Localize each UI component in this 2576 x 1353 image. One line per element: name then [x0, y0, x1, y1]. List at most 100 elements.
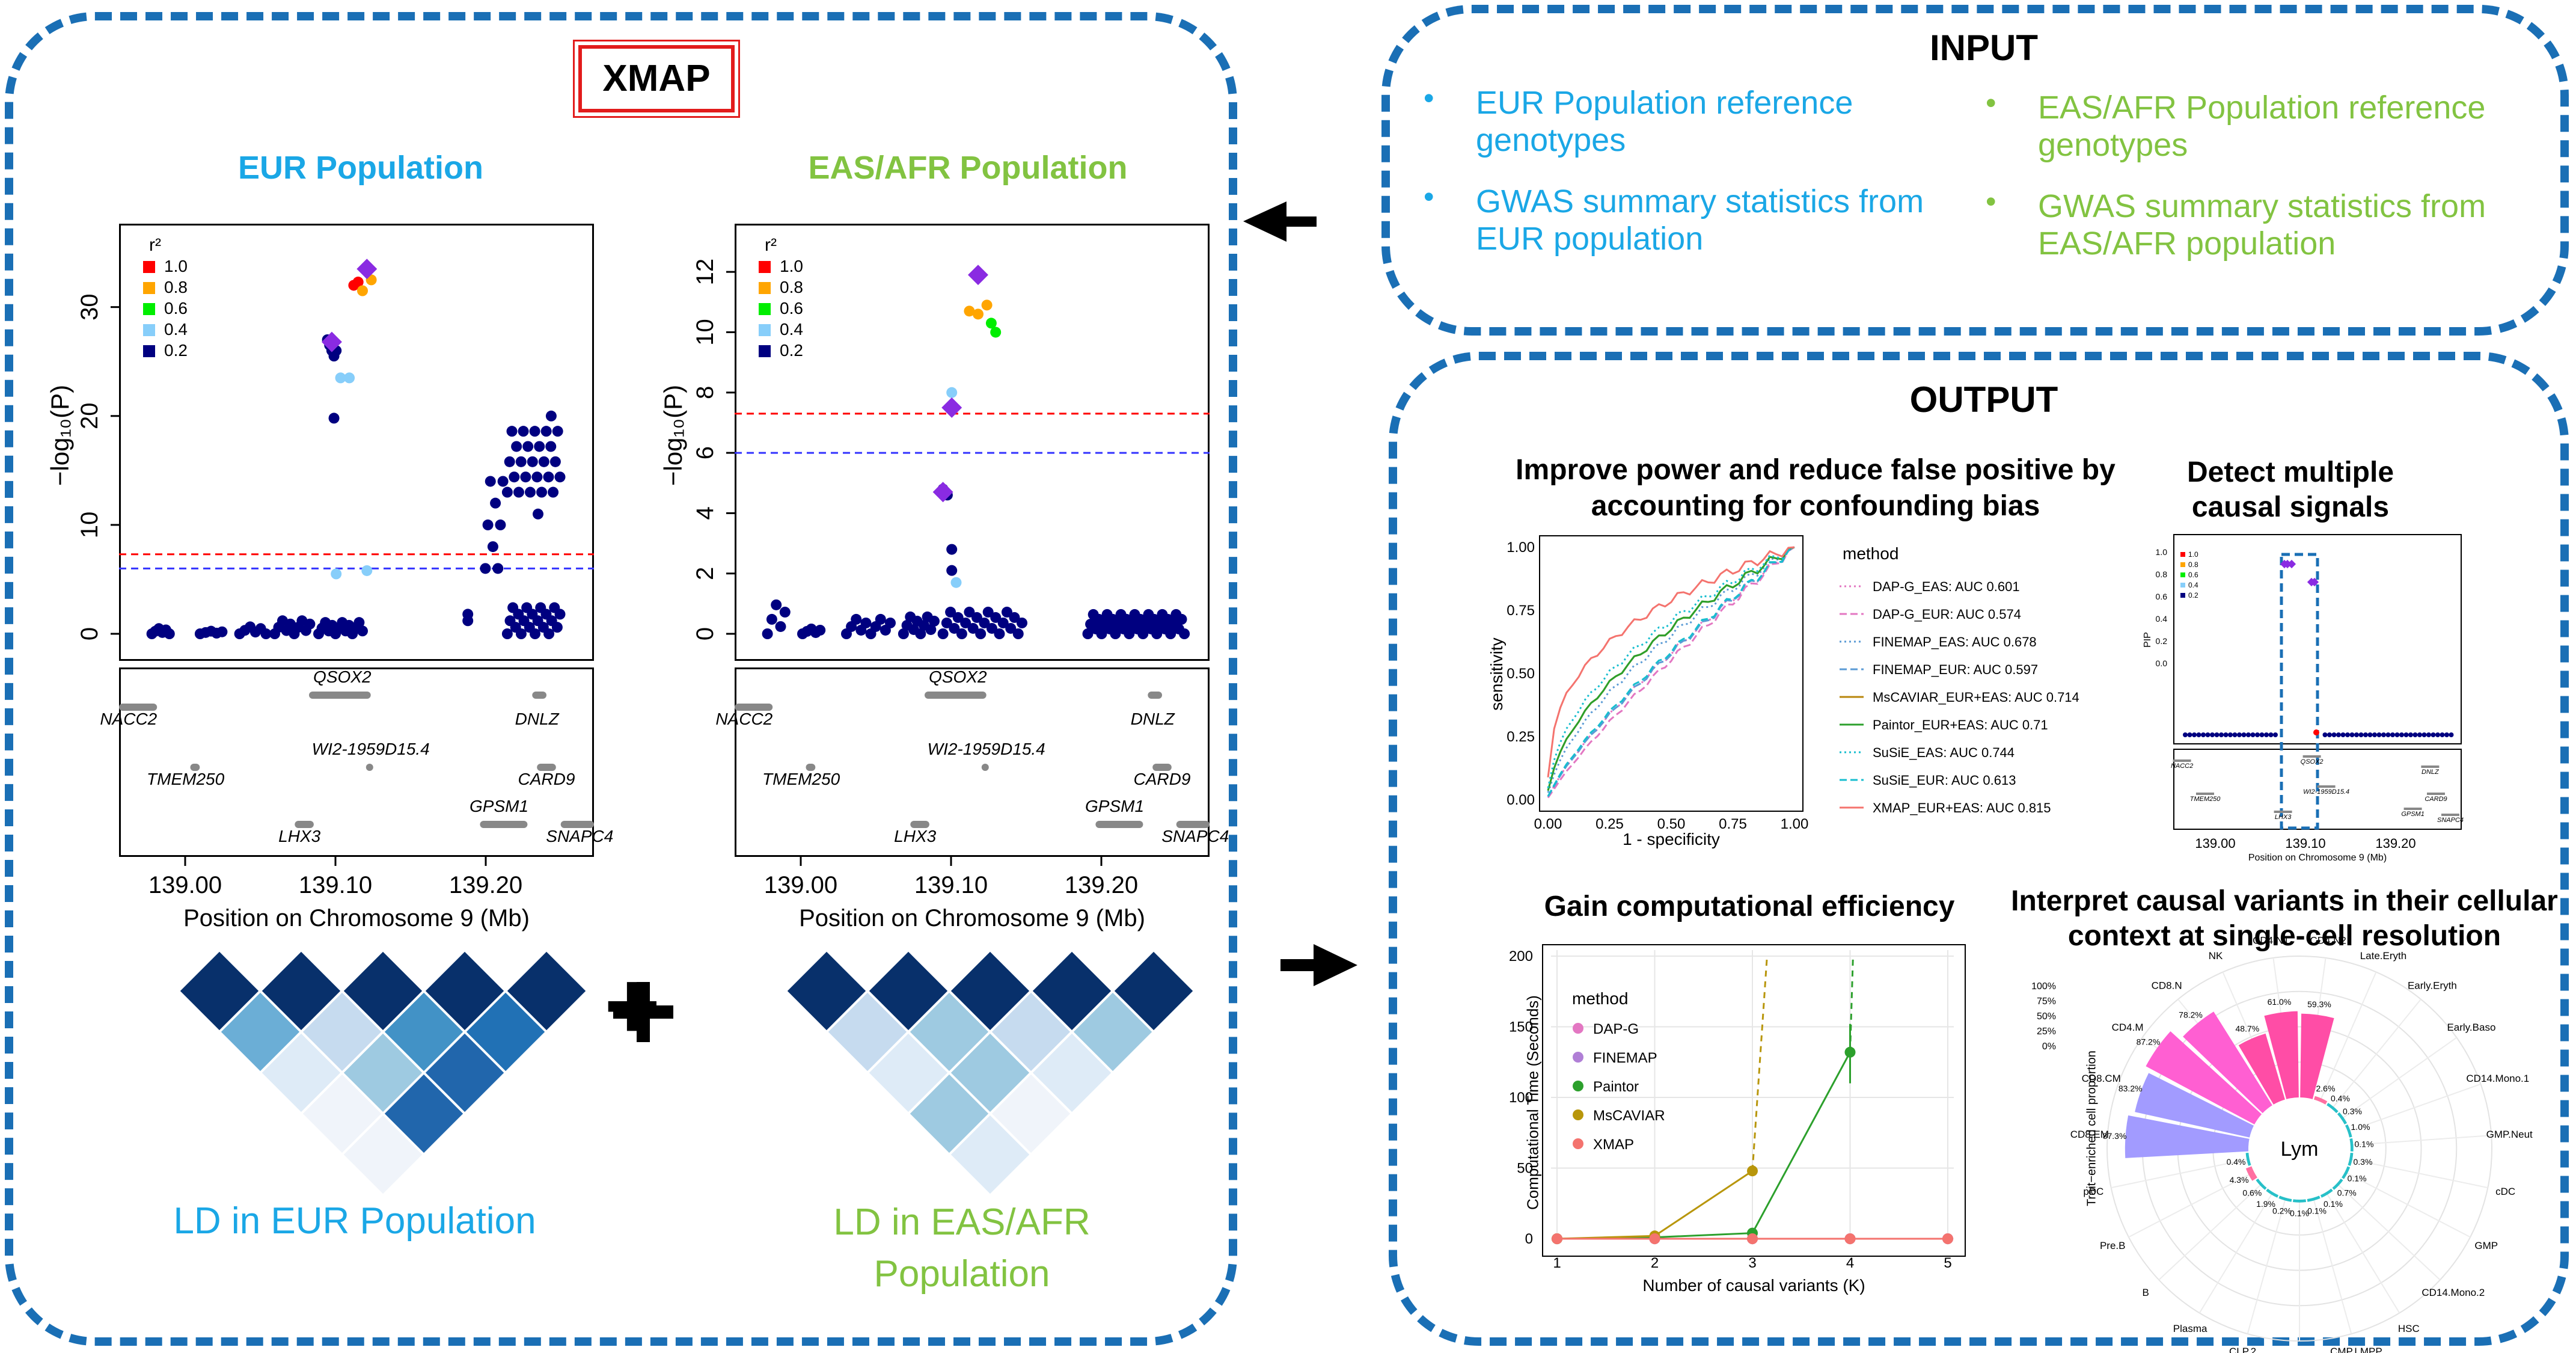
- cell-type-label: CD14.Mono.1: [2466, 1073, 2529, 1084]
- eas-ytick-label: 2: [692, 567, 718, 580]
- eur-gene-bar: [309, 692, 371, 699]
- cell-type-label: CMP.LMPP: [2330, 1346, 2382, 1353]
- roc-title: Improve power and reduce false positive …: [1516, 454, 2116, 522]
- signals-gene-label: SNAPC4: [2437, 817, 2464, 824]
- eur-snp-point: [504, 456, 515, 467]
- eas-snp-point: [946, 565, 958, 576]
- signals-point: [2201, 732, 2206, 737]
- time-legend-label: XMAP: [1593, 1137, 1634, 1153]
- input-panel: [1381, 5, 2569, 336]
- roc-legend-label: FINEMAP_EAS: AUC 0.678: [1873, 634, 2037, 649]
- input-right-item-1: • EAS/AFR Population reference genotypes: [1963, 86, 2552, 164]
- signals-legend-label: 0.4: [2188, 581, 2198, 589]
- eas-gene-bar: [735, 704, 773, 711]
- cell-type-label: Late.Eryth: [2360, 950, 2407, 962]
- signals-point: [2449, 732, 2454, 737]
- eur-snp-point: [527, 456, 538, 467]
- eas-snp-point: [1001, 606, 1012, 618]
- signals-point: [2440, 732, 2445, 737]
- eur-snp-point: [357, 625, 368, 637]
- cell-grid-spoke: [2319, 972, 2377, 1102]
- cell-value-label: 0.7%: [2337, 1188, 2357, 1198]
- signals-point: [2340, 732, 2346, 737]
- signals-point: [2381, 732, 2386, 737]
- eur-lead-snp: [356, 259, 378, 280]
- eur-snp-point: [524, 486, 536, 498]
- eur-legend-label: 0.8: [164, 278, 188, 296]
- roc-legend-label: XMAP_EUR+EAS: AUC 0.815: [1873, 800, 2051, 815]
- signals-ytick-label: 0.0: [2156, 658, 2168, 668]
- signals-point: [2426, 732, 2431, 737]
- eur-snp-point: [501, 486, 513, 498]
- eas-snp-point: [898, 628, 909, 639]
- signals-point: [2214, 732, 2220, 737]
- eur-snp-point: [515, 628, 527, 639]
- eur-snp-point: [357, 285, 368, 296]
- signals-point: [2250, 732, 2256, 737]
- eur-snp-point: [482, 519, 494, 530]
- eas-snp-point: [1017, 617, 1027, 628]
- roc-legend-label: DAP-G_EAS: AUC 0.601: [1873, 579, 2020, 594]
- bullet-icon: •: [1424, 81, 1434, 115]
- eur-snp-point: [487, 541, 498, 553]
- signals-gene-bar: [2421, 765, 2440, 768]
- eas-snp-point: [779, 606, 791, 618]
- cell-type-label: cDC: [2495, 1186, 2515, 1197]
- eas-snp-point: [929, 615, 940, 627]
- signals-legend-label: 0.8: [2188, 560, 2198, 569]
- eur-snp-point: [551, 622, 563, 633]
- eas-snp-point: [1137, 628, 1149, 639]
- roc-ytick-label: 1.00: [1507, 539, 1535, 556]
- eas-snp-point: [1009, 612, 1020, 623]
- signals-ytick-label: 0.6: [2156, 592, 2168, 601]
- cell-grid-spoke: [2340, 1037, 2458, 1120]
- roc-xtick-label: 0.50: [1657, 816, 1686, 832]
- cell-grid-spoke: [2312, 1197, 2352, 1334]
- eur-snp-point: [520, 471, 531, 483]
- cell-bar: [2264, 1011, 2299, 1099]
- eur-snp-point: [331, 568, 342, 580]
- eur-snp-point: [361, 565, 373, 576]
- eas-snp-point: [1124, 628, 1135, 639]
- eur-snp-point: [534, 441, 545, 452]
- signals-point: [2444, 732, 2449, 737]
- eas-snp-point: [775, 621, 786, 632]
- signals-point: [2255, 732, 2260, 737]
- cell-value-label: 87.3%: [2103, 1131, 2127, 1141]
- eas-legend-label: 0.8: [780, 278, 803, 296]
- cell-type-label: Early.Eryth: [2408, 980, 2457, 992]
- signals-point: [2241, 732, 2247, 737]
- time-legend-swatch: [1573, 1109, 1583, 1120]
- cell-type-label: NK: [2209, 950, 2223, 962]
- signals-legend-swatch: [2180, 552, 2185, 557]
- eas-gene-bar: [1176, 821, 1210, 828]
- cell-type-label: HSC: [2398, 1323, 2420, 1334]
- eur-gene-label: CARD9: [518, 770, 575, 788]
- roc-xtick-label: 0.75: [1719, 816, 1747, 832]
- roc-curve: [1547, 546, 1795, 778]
- roc-xtick-label: 0.00: [1534, 816, 1562, 832]
- cell-type-label: GMP.Neut: [2486, 1129, 2533, 1140]
- eas-legend-swatch: [759, 303, 771, 315]
- cell-bar: [2348, 1152, 2354, 1166]
- eas-snp-point: [946, 544, 958, 555]
- cell-value-label: 0.1%: [2354, 1140, 2373, 1149]
- eas-snp-point: [1179, 628, 1190, 639]
- cell-bar: [2256, 1178, 2267, 1190]
- signals-point: [2205, 732, 2210, 737]
- signals-legend-swatch: [2180, 583, 2185, 588]
- cell-type-label: Plasma: [2173, 1323, 2207, 1334]
- eas-gene-label: LHX3: [894, 827, 936, 845]
- cell-bar: [2345, 1124, 2352, 1138]
- signals-xtick-label: 139.20: [2375, 836, 2415, 851]
- eas-gene-label: TMEM250: [762, 770, 840, 788]
- eas-legend-swatch: [759, 261, 771, 273]
- cell-type-label: CD4.M: [2112, 1022, 2144, 1033]
- time-legend-swatch: [1573, 1023, 1583, 1034]
- signals-point: [2196, 732, 2201, 737]
- cell-value-label: 59.3%: [2307, 999, 2331, 1009]
- time-data-point: [1844, 1233, 1856, 1244]
- time-xtick-label: 5: [1944, 1255, 1951, 1271]
- eas-ytick-label: 12: [692, 259, 718, 286]
- roc-legend-title: method: [1843, 544, 1899, 563]
